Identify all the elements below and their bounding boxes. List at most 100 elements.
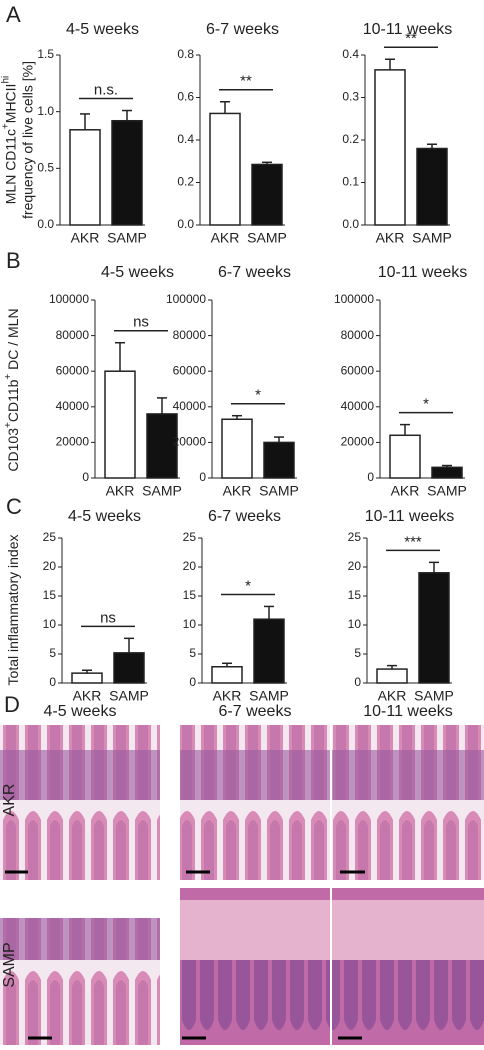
y-axis-label: MLN CD11c+MHCIIhi [1, 76, 19, 205]
x-tick-label: AKR [391, 483, 420, 499]
bar [71, 672, 103, 684]
y-tick-label: 10 [348, 617, 362, 631]
chart-title: 10-11 weeks [363, 21, 453, 38]
y-tick-label: 0.6 [177, 90, 194, 104]
x-tick-label: AKR [71, 230, 100, 246]
y-tick-label: 40000 [56, 399, 90, 413]
y-tick-label: 40000 [173, 399, 207, 413]
panel-letter: C [6, 494, 22, 519]
x-tick-label: SAMP [259, 483, 299, 499]
label-part: DC / MLN [5, 308, 21, 373]
image [180, 888, 330, 1045]
y-tick-label: 10 [183, 617, 197, 631]
significance: ** [405, 30, 417, 47]
y-tick-label: 15 [43, 588, 57, 602]
y-tick-label: 5 [49, 646, 56, 660]
label-part: CD103 [5, 428, 21, 472]
y-tick-label: 1.0 [37, 104, 54, 118]
significance: ns [100, 609, 116, 626]
y-tick-label: 0.0 [37, 217, 54, 231]
panel-letter: B [6, 248, 21, 273]
y-tick-label: 1.5 [37, 47, 54, 61]
row-label: AKR [1, 784, 18, 817]
bar [211, 666, 243, 684]
column-title: 6-7 weeks [219, 703, 292, 720]
chart-title: 4-5 weeks [68, 508, 141, 525]
y-tick-label: 40000 [341, 399, 375, 413]
chart-title: 6-7 weeks [208, 508, 281, 525]
y-tick-label: 0.4 [342, 47, 359, 61]
y-tick-label: 80000 [173, 328, 207, 342]
y-tick-label: 0 [354, 675, 361, 689]
bar [146, 413, 178, 479]
chart-title: 4-5 weeks [66, 21, 139, 38]
histology [0, 725, 484, 1045]
x-tick-label: AKR [376, 230, 405, 246]
y-tick-label: 5 [189, 646, 196, 660]
y-tick-label: 0.0 [342, 217, 359, 231]
y-tick-label: 0.1 [342, 175, 359, 189]
y-tick-label: 20000 [173, 435, 207, 449]
significance: * [255, 387, 261, 404]
y-tick-label: 0 [49, 675, 56, 689]
x-tick-label: SAMP [249, 688, 289, 704]
column-title: 10-11 weeks [363, 703, 453, 720]
x-tick-label: AKR [378, 688, 407, 704]
y-tick-label: 100000 [49, 292, 89, 306]
y-tick-label: 0.0 [177, 217, 194, 231]
x-tick-label: AKR [213, 688, 242, 704]
bar [104, 370, 136, 479]
y-axis-label: CD103+CD11b+ DC / MLN [3, 308, 21, 471]
label-part: + [1, 123, 12, 129]
x-tick-label: AKR [223, 483, 252, 499]
label-part: Total inflammatory index [5, 535, 21, 686]
significance: * [423, 396, 429, 413]
bar [389, 434, 421, 479]
y-tick-label: 0 [367, 470, 374, 484]
row-label: SAMP [1, 942, 18, 987]
x-tick-label: SAMP [412, 230, 452, 246]
label-part: CD11b [5, 379, 21, 422]
chart-title: 6-7 weeks [218, 264, 291, 281]
bar [376, 668, 408, 684]
y-axis-label: Total inflammatory index [5, 535, 21, 686]
image [332, 725, 484, 880]
y-tick-label: 20 [183, 559, 197, 573]
bar [111, 119, 143, 226]
y-tick-label: 60000 [56, 363, 90, 377]
image [0, 725, 160, 880]
y-tick-label: 20000 [341, 435, 375, 449]
image [0, 918, 160, 1045]
bar [431, 466, 463, 479]
y-tick-label: 20 [43, 559, 57, 573]
x-tick-label: AKR [106, 483, 135, 499]
y-tick-label: 0.8 [177, 47, 194, 61]
y-tick-label: 15 [348, 588, 362, 602]
x-tick-label: SAMP [427, 483, 467, 499]
column-title: 4-5 weeks [44, 703, 117, 720]
panel-letter: A [6, 2, 21, 27]
bar [416, 147, 448, 226]
bar [209, 112, 241, 226]
panel-letter: D [4, 692, 20, 717]
chart-title: 10-11 weeks [365, 508, 455, 525]
y-tick-label: 25 [183, 530, 197, 544]
x-tick-label: SAMP [247, 230, 287, 246]
y-tick-label: 25 [348, 530, 362, 544]
bar [374, 69, 406, 226]
chart-title: 6-7 weeks [206, 21, 279, 38]
y-tick-label: 5 [354, 646, 361, 660]
bar [418, 572, 450, 684]
y-tick-label: 0 [82, 470, 89, 484]
x-tick-label: AKR [73, 688, 102, 704]
y-tick-label: 0 [189, 675, 196, 689]
y-tick-label: 100000 [334, 292, 374, 306]
y-tick-label: 80000 [56, 328, 90, 342]
label-part: + [3, 374, 14, 380]
significance: * [245, 577, 251, 594]
x-tick-label: AKR [211, 230, 240, 246]
chart-title: 4-5 weeks [101, 264, 174, 281]
label-part: MLN CD11c [2, 129, 18, 204]
y-tick-label: 25 [43, 530, 57, 544]
